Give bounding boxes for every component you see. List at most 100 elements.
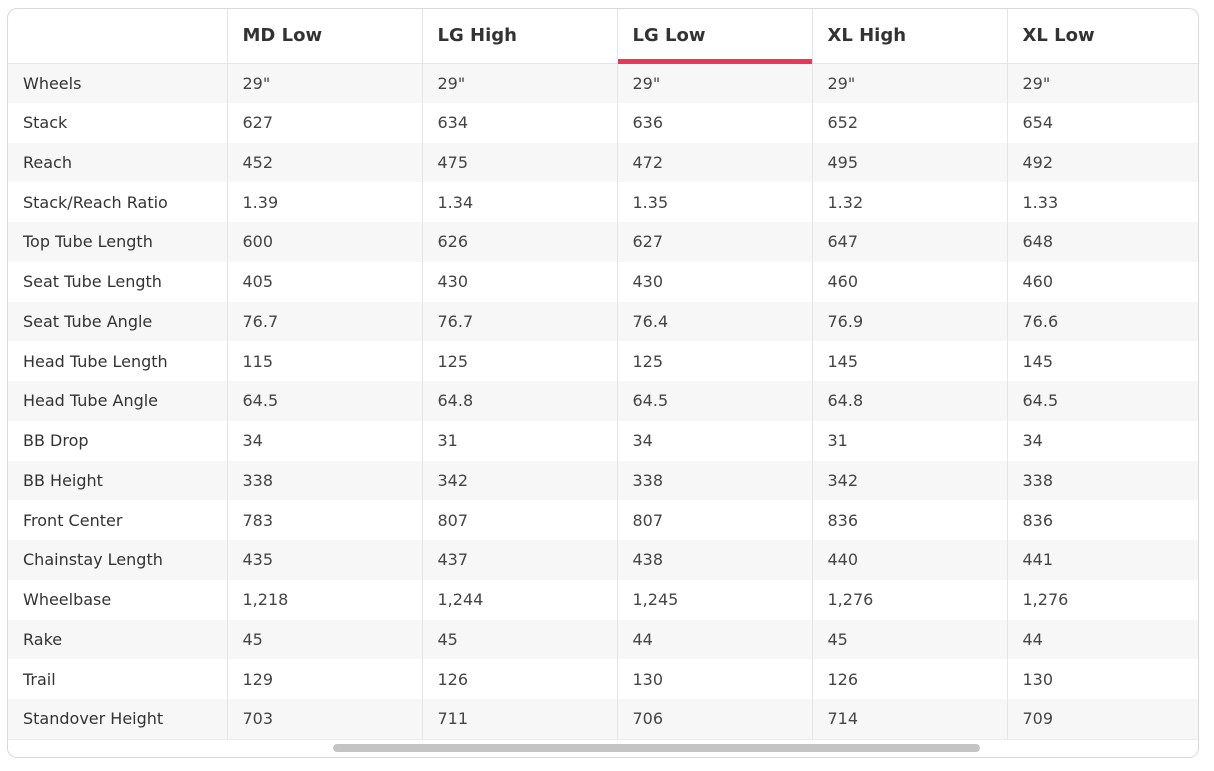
table-cell: 76.4 xyxy=(616,301,812,342)
table-cell: 709 xyxy=(1006,699,1198,739)
table-cell: 807 xyxy=(421,500,617,540)
table-row: Chainstay Length 435 437 438 440 441 xyxy=(8,540,1198,580)
table-cell: 492 xyxy=(1006,142,1198,183)
table-cell: 29" xyxy=(226,63,422,103)
row-label: Head Tube Angle xyxy=(8,381,227,421)
header-cell-xl-low[interactable]: XL Low xyxy=(1006,9,1198,64)
table-row: Rake 45 45 44 45 44 xyxy=(8,619,1198,660)
header-row: MD Low LG High LG Low XL High XL Low xyxy=(8,9,1198,64)
table-cell: 807 xyxy=(616,500,812,540)
table-cell: 29" xyxy=(616,63,812,103)
table-cell: 1,276 xyxy=(811,579,1007,620)
table-row: Stack 627 634 636 652 654 xyxy=(8,102,1198,143)
table-cell: 64.8 xyxy=(421,381,617,421)
row-label: Standover Height xyxy=(8,699,227,739)
table-cell: 44 xyxy=(616,619,812,660)
table-cell: 1.33 xyxy=(1006,182,1198,222)
table-cell: 34 xyxy=(616,420,812,461)
table-cell: 76.9 xyxy=(811,301,1007,342)
table-cell: 1,276 xyxy=(1006,579,1198,620)
table-cell: 126 xyxy=(421,659,617,699)
table-cell: 64.8 xyxy=(811,381,1007,421)
table-cell: 338 xyxy=(226,460,422,501)
row-label: Stack xyxy=(8,102,227,143)
header-cell-md-low[interactable]: MD Low xyxy=(226,9,422,64)
header-cell-lg-low[interactable]: LG Low xyxy=(616,9,812,64)
table-row: Standover Height 703 711 706 714 709 xyxy=(8,699,1198,739)
table-cell: 1.39 xyxy=(226,182,422,222)
table-cell: 430 xyxy=(616,261,812,302)
table-cell: 76.7 xyxy=(421,301,617,342)
table-cell: 634 xyxy=(421,102,617,143)
table-cell: 64.5 xyxy=(1006,381,1198,421)
table-cell: 342 xyxy=(421,460,617,501)
table-cell: 714 xyxy=(811,699,1007,739)
table-cell: 125 xyxy=(616,341,812,381)
row-label: BB Height xyxy=(8,460,227,501)
table-body: Wheels 29" 29" 29" 29" 29" Stack 627 634 636 652 65… xyxy=(8,63,1198,739)
table-cell: 76.7 xyxy=(226,301,422,342)
table-row: Front Center 783 807 807 836 836 xyxy=(8,500,1198,540)
table-cell: 145 xyxy=(811,341,1007,381)
table-cell: 29" xyxy=(811,63,1007,103)
table-cell: 711 xyxy=(421,699,617,739)
table-cell: 338 xyxy=(1006,460,1198,501)
table-row: Wheelbase 1,218 1,244 1,245 1,276 1,276 xyxy=(8,579,1198,620)
table-row: Seat Tube Angle 76.7 76.7 76.4 76.9 76.6 xyxy=(8,301,1198,342)
row-label: Stack/Reach Ratio xyxy=(8,182,227,222)
table-cell: 115 xyxy=(226,341,422,381)
geometry-table: MD Low LG High LG Low XL High XL Low Whe… xyxy=(8,9,1198,739)
row-label: Seat Tube Length xyxy=(8,261,227,302)
table-row: Trail 129 126 130 126 130 xyxy=(8,659,1198,699)
scrollbar-thumb[interactable] xyxy=(333,744,980,752)
table-cell: 495 xyxy=(811,142,1007,183)
table-row: Head Tube Angle 64.5 64.8 64.5 64.8 64.5 xyxy=(8,381,1198,421)
table-cell: 836 xyxy=(811,500,1007,540)
horizontal-scrollbar[interactable] xyxy=(8,739,1198,757)
table-cell: 34 xyxy=(1006,420,1198,461)
table-cell: 64.5 xyxy=(616,381,812,421)
table-cell: 652 xyxy=(811,102,1007,143)
table-cell: 460 xyxy=(811,261,1007,302)
table-cell: 130 xyxy=(616,659,812,699)
row-label: Top Tube Length xyxy=(8,222,227,262)
table-row: Wheels 29" 29" 29" 29" 29" xyxy=(8,63,1198,103)
table-cell: 627 xyxy=(616,222,812,262)
table-row: Top Tube Length 600 626 627 647 648 xyxy=(8,222,1198,262)
table-row: Seat Tube Length 405 430 430 460 460 xyxy=(8,261,1198,302)
header-cell-lg-high[interactable]: LG High xyxy=(421,9,617,64)
table-cell: 1.35 xyxy=(616,182,812,222)
table-cell: 44 xyxy=(1006,619,1198,660)
table-cell: 1,244 xyxy=(421,579,617,620)
row-label: Chainstay Length xyxy=(8,540,227,580)
table-cell: 430 xyxy=(421,261,617,302)
geometry-table-card: MD Low LG High LG Low XL High XL Low Whe… xyxy=(7,8,1199,758)
table-cell: 647 xyxy=(811,222,1007,262)
table-cell: 703 xyxy=(226,699,422,739)
table-cell: 126 xyxy=(811,659,1007,699)
table-row: BB Height 338 342 338 342 338 xyxy=(8,460,1198,501)
table-cell: 130 xyxy=(1006,659,1198,699)
table-cell: 472 xyxy=(616,142,812,183)
row-label: Head Tube Length xyxy=(8,341,227,381)
table-cell: 29" xyxy=(1006,63,1198,103)
table-row: Head Tube Length 115 125 125 145 145 xyxy=(8,341,1198,381)
table-cell: 783 xyxy=(226,500,422,540)
row-label: Wheelbase xyxy=(8,579,227,620)
table-cell: 435 xyxy=(226,540,422,580)
table-cell: 452 xyxy=(226,142,422,183)
table-cell: 438 xyxy=(616,540,812,580)
row-label: BB Drop xyxy=(8,420,227,461)
table-cell: 45 xyxy=(811,619,1007,660)
row-label: Rake xyxy=(8,619,227,660)
table-cell: 437 xyxy=(421,540,617,580)
table-row: BB Drop 34 31 34 31 34 xyxy=(8,420,1198,461)
table-cell: 654 xyxy=(1006,102,1198,143)
header-cell-xl-high[interactable]: XL High xyxy=(811,9,1007,64)
table-cell: 627 xyxy=(226,102,422,143)
row-label: Trail xyxy=(8,659,227,699)
table-cell: 125 xyxy=(421,341,617,381)
table-cell: 145 xyxy=(1006,341,1198,381)
table-cell: 460 xyxy=(1006,261,1198,302)
row-label: Front Center xyxy=(8,500,227,540)
